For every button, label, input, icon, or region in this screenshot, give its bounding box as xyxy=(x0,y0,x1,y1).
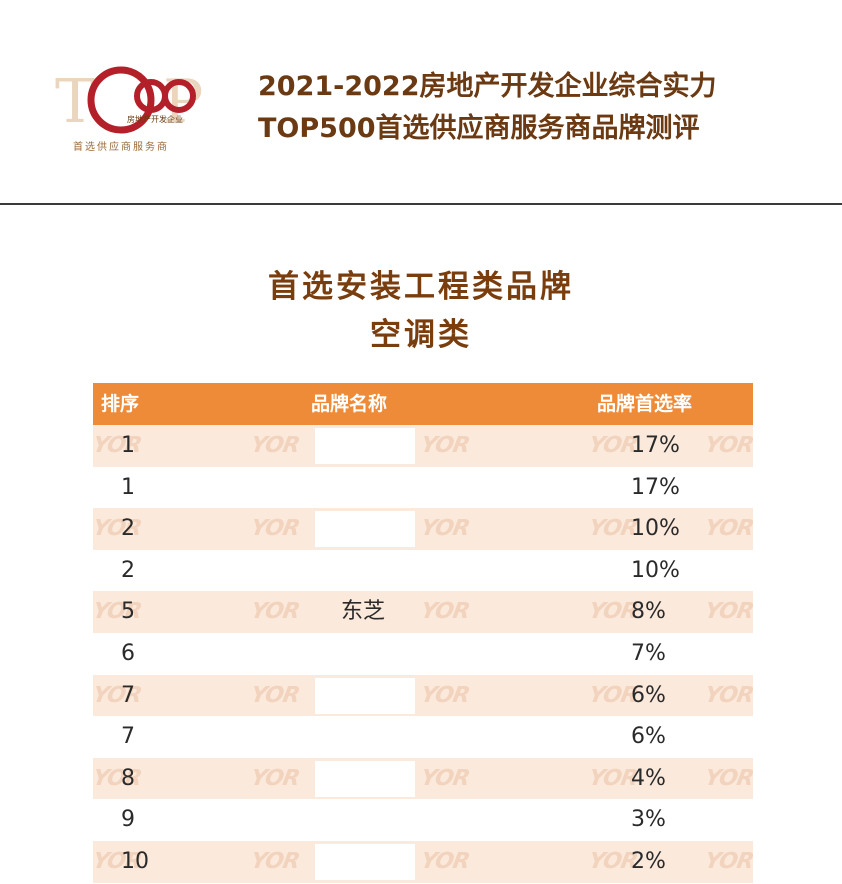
preference-rate-cell: 10% xyxy=(631,557,680,583)
watermark-text: YOR xyxy=(90,765,144,791)
watermark-text: YOR xyxy=(90,682,144,708)
table-row: YOR YOR YOR YOR YOR 1 17% xyxy=(91,425,756,467)
watermark-text: YOR xyxy=(90,433,144,458)
brand-name-cell: 东芝 xyxy=(340,599,385,625)
table-row: YOR YOR YOR YOR YOR 8 4% xyxy=(91,757,756,800)
preference-rate-cell: 17% xyxy=(631,433,680,458)
watermark-text: YOR xyxy=(702,599,756,625)
redacted-brand-mask xyxy=(315,719,415,756)
table-header: 排序 品牌名称 品牌首选率 xyxy=(93,383,753,425)
watermark-text: YOR xyxy=(702,516,756,542)
rank-cell: 7 xyxy=(121,682,135,708)
table-row: YOR YOR YOR YOR YOR 5 东芝 8% xyxy=(91,591,756,633)
watermark-text: YOR xyxy=(702,848,756,874)
redacted-brand-mask xyxy=(315,469,415,506)
rank-cell: 1 xyxy=(121,433,135,458)
watermark-text: YOR xyxy=(248,848,302,874)
watermark-text: YOR xyxy=(248,516,302,542)
rank-cell: 8 xyxy=(121,765,135,791)
watermark-text: YOR xyxy=(702,682,756,708)
table-row: YOR YOR YOR YOR YOR 10 2% xyxy=(91,840,756,883)
header-title: 2021-2022房地产开发企业综合实力 TOP500首选供应商服务商品牌测评 xyxy=(258,66,717,150)
table-row: 7 6% xyxy=(93,716,753,758)
top500-logo: T P 房地产开发企业 首选供应商服务商 xyxy=(55,60,230,155)
header-divider xyxy=(0,203,842,205)
svg-text:房地产开发企业: 房地产开发企业 xyxy=(127,114,183,124)
rank-cell: 7 xyxy=(121,724,135,750)
watermark-text: YOR xyxy=(418,599,472,625)
ranking-table: 排序 品牌名称 品牌首选率 YOR YOR YOR YOR YOR 1 17% 1 17% YOR… xyxy=(91,383,756,883)
logo-tagline: 首选供应商服务商 xyxy=(73,142,169,153)
redacted-brand-mask xyxy=(315,843,415,880)
table-row: 2 10% xyxy=(93,550,753,592)
watermark-text: YOR xyxy=(248,765,302,791)
preference-rate-cell: 10% xyxy=(631,516,680,542)
watermark-text: YOR xyxy=(90,516,144,542)
watermark-text: YOR xyxy=(248,682,302,708)
page-header: T P 房地产开发企业 首选供应商服务商 2021-2022房地产开发企业综合实… xyxy=(0,0,842,205)
redacted-brand-mask xyxy=(315,552,415,589)
preference-rate-cell: 17% xyxy=(631,474,680,500)
rank-cell: 2 xyxy=(121,516,135,542)
watermark-text: YOR xyxy=(418,682,472,708)
redacted-brand-mask xyxy=(315,511,415,548)
table-body: YOR YOR YOR YOR YOR 1 17% 1 17% YOR YOR YOR YOR YOR 2 1… xyxy=(91,425,756,883)
header-title-line-2: TOP500首选供应商服务商品牌测评 xyxy=(258,113,700,144)
header-rank: 排序 xyxy=(101,393,140,415)
redacted-brand-mask xyxy=(315,635,415,672)
watermark-text: YOR xyxy=(248,433,302,458)
rank-cell: 2 xyxy=(121,557,135,583)
preference-rate-cell: 7% xyxy=(631,640,666,666)
rank-cell: 5 xyxy=(121,599,135,625)
redacted-brand-mask xyxy=(315,802,415,839)
top500-logo-mark: T P 房地产开发企业 xyxy=(55,66,203,137)
preference-rate-cell: 3% xyxy=(631,807,666,833)
redacted-brand-mask xyxy=(315,760,415,797)
watermark-text: YOR xyxy=(248,599,302,625)
watermark-text: YOR xyxy=(418,765,472,791)
preference-rate-cell: 4% xyxy=(631,765,666,791)
table-row: 6 7% xyxy=(93,633,753,675)
watermark-text: YOR xyxy=(418,516,472,542)
rank-cell: 10 xyxy=(121,848,149,874)
table-row: 9 3% xyxy=(93,799,753,841)
table-row: YOR YOR YOR YOR YOR 2 10% xyxy=(91,508,756,550)
redacted-brand-mask xyxy=(315,428,415,464)
watermark-text: YOR xyxy=(418,848,472,874)
table-row: 1 17% xyxy=(93,467,753,509)
watermark-text: YOR xyxy=(702,765,756,791)
redacted-brand-mask xyxy=(315,677,415,714)
watermark-text: YOR xyxy=(90,599,144,625)
preference-rate-cell: 2% xyxy=(631,848,666,874)
section-subtitle: 空调类 xyxy=(370,317,472,353)
rank-cell: 1 xyxy=(121,474,135,500)
header-title-line-1: 2021-2022房地产开发企业综合实力 xyxy=(258,71,717,102)
preference-rate-cell: 6% xyxy=(631,682,666,708)
preference-rate-cell: 8% xyxy=(631,599,666,625)
header-preference-rate: 品牌首选率 xyxy=(597,393,693,415)
preference-rate-cell: 6% xyxy=(631,724,666,750)
rank-cell: 9 xyxy=(121,807,135,833)
rank-cell: 6 xyxy=(121,640,135,666)
table-row: YOR YOR YOR YOR YOR 7 6% xyxy=(91,674,756,717)
watermark-text: YOR xyxy=(418,433,472,458)
watermark-text: YOR xyxy=(702,433,756,458)
section-title: 首选安装工程类品牌 xyxy=(268,269,574,305)
header-brand-name: 品牌名称 xyxy=(311,393,388,415)
